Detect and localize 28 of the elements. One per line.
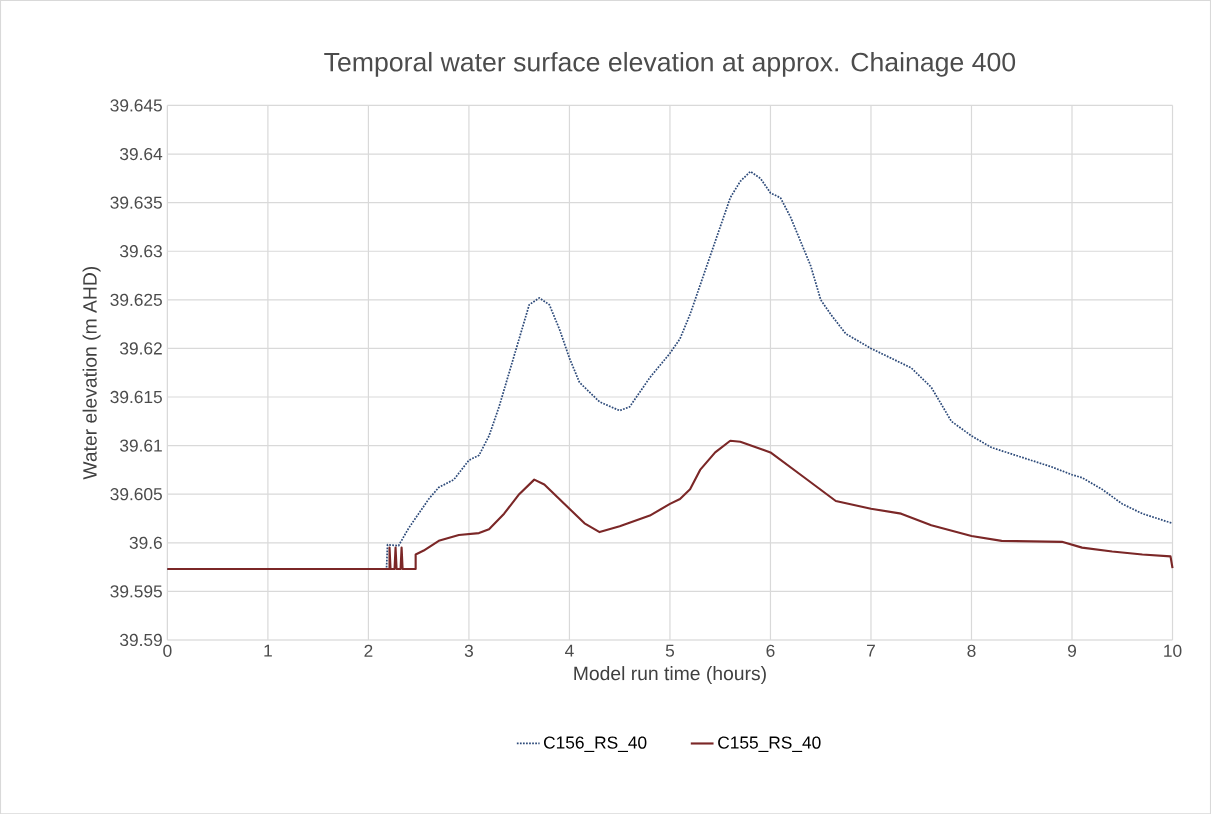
- legend-label: C155_RS_40: [718, 736, 821, 752]
- x-tick-label: 8: [967, 644, 976, 657]
- y-axis-title: Water elevation (m AHD): [82, 266, 101, 480]
- x-axis-title: Model run time (hours): [574, 665, 766, 684]
- y-tick-label: 39.59: [120, 633, 162, 646]
- y-tick-label: 39.62: [120, 342, 162, 355]
- y-tick-label: 39.645: [110, 99, 162, 112]
- x-tick-label: 5: [665, 644, 675, 657]
- y-tick-label: 39.61: [120, 439, 162, 452]
- chart-title: Temporal water surface elevation at approx. Chainage 400: [324, 51, 1016, 77]
- x-tick-label: 3: [464, 644, 473, 657]
- x-tick-label: 10: [1164, 644, 1182, 657]
- x-tick-label: 2: [364, 644, 373, 657]
- x-tick-label: 4: [565, 644, 574, 657]
- x-tick-label: 9: [1068, 644, 1076, 657]
- legend-label: C156_RS_40: [544, 736, 647, 752]
- x-tick-label: 7: [867, 644, 875, 657]
- y-tick-label: 39.6: [129, 536, 162, 549]
- x-tick-label: 6: [766, 644, 775, 657]
- y-tick-label: 39.635: [110, 196, 162, 209]
- x-tick-label: 0: [163, 644, 172, 657]
- y-tick-label: 39.595: [110, 585, 162, 598]
- y-tick-label: 39.64: [120, 147, 163, 160]
- y-tick-label: 39.615: [110, 390, 162, 403]
- y-tick-label: 39.63: [120, 244, 162, 258]
- y-tick-label: 39.625: [110, 293, 162, 306]
- y-tick-label: 39.605: [110, 487, 162, 501]
- x-tick-label: 1: [264, 644, 272, 657]
